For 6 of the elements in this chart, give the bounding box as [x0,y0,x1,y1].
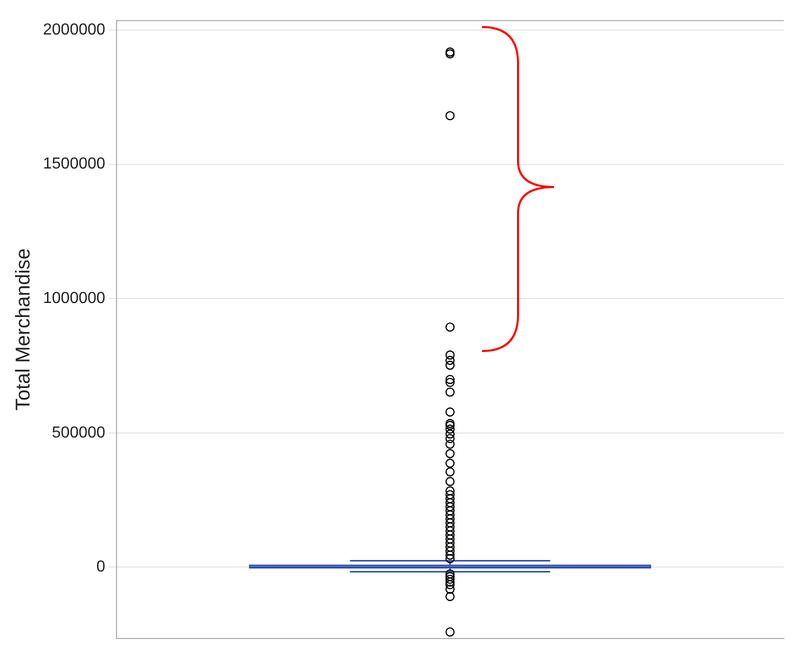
y-tick-label: 500000 [52,424,106,442]
y-tick-label: 1000000 [42,290,106,308]
y-axis-title: Total Merchandise [12,248,35,411]
y-tick-label: 2000000 [42,21,106,38]
y-tick-label: 1500000 [42,156,106,173]
y-tick-label: 0 [96,558,106,576]
